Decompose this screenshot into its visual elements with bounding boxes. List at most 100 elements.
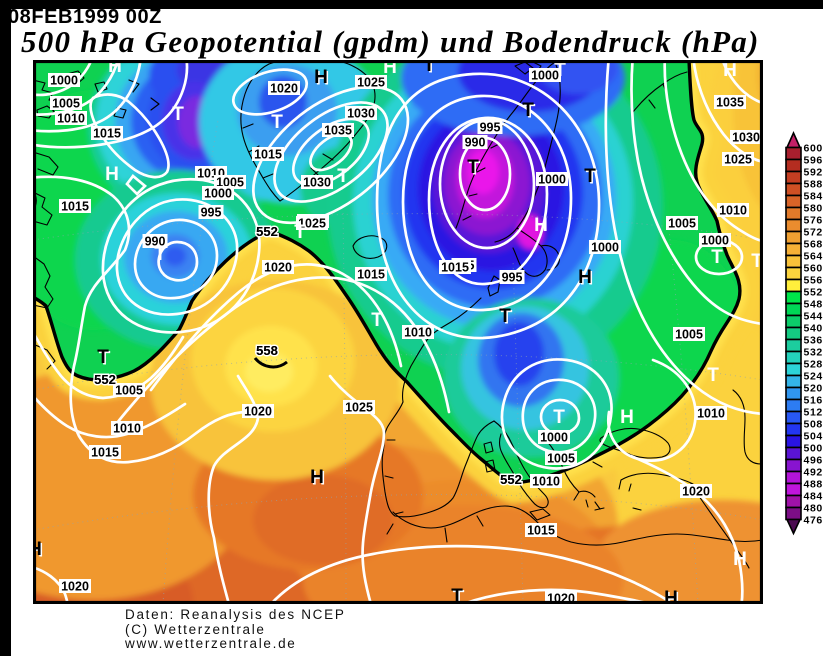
svg-text:1020: 1020 bbox=[61, 580, 89, 594]
svg-text:H: H bbox=[580, 269, 594, 290]
svg-text:1000: 1000 bbox=[591, 241, 619, 255]
svg-text:T: T bbox=[751, 251, 763, 272]
svg-text:T: T bbox=[467, 157, 479, 178]
svg-text:T: T bbox=[553, 407, 565, 428]
svg-text:H: H bbox=[666, 590, 680, 605]
svg-text:1010: 1010 bbox=[57, 112, 85, 126]
svg-text:1020: 1020 bbox=[244, 405, 272, 419]
svg-text:990: 990 bbox=[465, 136, 486, 150]
svg-text:480: 480 bbox=[804, 502, 823, 514]
svg-text:T: T bbox=[371, 310, 383, 331]
svg-text:H: H bbox=[105, 164, 119, 185]
svg-text:568: 568 bbox=[804, 238, 823, 250]
svg-text:T: T bbox=[172, 104, 184, 125]
svg-text:1035: 1035 bbox=[716, 96, 744, 110]
svg-text:524: 524 bbox=[804, 370, 823, 382]
svg-text:H: H bbox=[316, 69, 330, 90]
svg-text:520: 520 bbox=[804, 382, 823, 394]
svg-text:592: 592 bbox=[804, 166, 823, 178]
svg-text:H: H bbox=[620, 407, 634, 428]
svg-text:1000: 1000 bbox=[50, 74, 78, 88]
svg-text:H: H bbox=[664, 588, 678, 604]
svg-text:1010: 1010 bbox=[719, 204, 747, 218]
svg-text:H: H bbox=[33, 539, 42, 560]
svg-text:558: 558 bbox=[256, 343, 278, 358]
svg-text:558: 558 bbox=[256, 343, 278, 358]
svg-text:H: H bbox=[534, 215, 548, 236]
svg-text:T: T bbox=[451, 586, 463, 604]
svg-text:516: 516 bbox=[804, 394, 823, 406]
svg-text:1010: 1010 bbox=[532, 475, 560, 489]
svg-text:T: T bbox=[453, 588, 465, 605]
svg-text:H: H bbox=[314, 67, 328, 88]
svg-text:540: 540 bbox=[804, 322, 823, 334]
svg-text:1005: 1005 bbox=[675, 328, 703, 342]
svg-text:1030: 1030 bbox=[347, 107, 375, 121]
svg-text:476: 476 bbox=[804, 514, 823, 526]
svg-text:548: 548 bbox=[804, 298, 823, 310]
svg-text:1015: 1015 bbox=[254, 148, 282, 162]
svg-text:580: 580 bbox=[804, 202, 823, 214]
svg-text:T: T bbox=[586, 168, 598, 189]
svg-text:496: 496 bbox=[804, 454, 823, 466]
svg-text:T: T bbox=[707, 365, 719, 386]
svg-text:508: 508 bbox=[804, 418, 823, 430]
svg-text:532: 532 bbox=[804, 346, 823, 358]
svg-text:T: T bbox=[501, 308, 513, 329]
svg-text:1020: 1020 bbox=[270, 82, 298, 96]
svg-text:552: 552 bbox=[804, 286, 823, 298]
svg-text:H: H bbox=[723, 60, 737, 81]
svg-text:500: 500 bbox=[804, 442, 823, 454]
svg-text:H: H bbox=[733, 549, 747, 570]
svg-text:1015: 1015 bbox=[357, 268, 385, 282]
svg-text:1015: 1015 bbox=[91, 446, 119, 460]
svg-text:1025: 1025 bbox=[345, 401, 373, 415]
svg-text:T: T bbox=[425, 60, 437, 78]
svg-text:1000: 1000 bbox=[204, 187, 232, 201]
svg-text:T: T bbox=[522, 100, 534, 121]
svg-text:552: 552 bbox=[500, 472, 522, 487]
svg-text:1030: 1030 bbox=[303, 176, 331, 190]
svg-text:H: H bbox=[310, 467, 324, 488]
svg-text:H: H bbox=[383, 60, 397, 78]
svg-text:576: 576 bbox=[804, 214, 823, 226]
svg-text:1020: 1020 bbox=[547, 592, 575, 605]
svg-text:1015: 1015 bbox=[93, 127, 121, 141]
svg-text:1025: 1025 bbox=[357, 76, 385, 90]
svg-text:1030: 1030 bbox=[732, 131, 760, 145]
svg-text:1010: 1010 bbox=[697, 407, 725, 421]
svg-text:T: T bbox=[584, 166, 596, 187]
svg-text:H: H bbox=[312, 469, 326, 490]
svg-text:1015: 1015 bbox=[61, 200, 89, 214]
svg-text:T: T bbox=[154, 244, 166, 265]
svg-text:T: T bbox=[97, 347, 109, 368]
svg-text:584: 584 bbox=[804, 190, 823, 202]
svg-text:H: H bbox=[578, 267, 592, 288]
svg-text:1005: 1005 bbox=[115, 384, 143, 398]
svg-text:512: 512 bbox=[804, 406, 823, 418]
svg-text:528: 528 bbox=[804, 358, 823, 370]
svg-text:488: 488 bbox=[804, 478, 823, 490]
svg-text:T: T bbox=[524, 102, 536, 123]
svg-text:T: T bbox=[499, 306, 511, 327]
svg-text:1000: 1000 bbox=[538, 173, 566, 187]
svg-text:T: T bbox=[294, 222, 306, 243]
svg-text:1000: 1000 bbox=[531, 69, 559, 83]
svg-text:560: 560 bbox=[804, 262, 823, 274]
svg-text:995: 995 bbox=[480, 121, 501, 135]
svg-text:T: T bbox=[271, 112, 283, 133]
svg-text:T: T bbox=[337, 166, 349, 187]
svg-text:1020: 1020 bbox=[682, 485, 710, 499]
svg-text:T: T bbox=[711, 247, 723, 268]
svg-text:T: T bbox=[423, 60, 435, 76]
svg-text:552: 552 bbox=[256, 224, 278, 239]
svg-text:1005: 1005 bbox=[668, 217, 696, 231]
svg-text:995: 995 bbox=[201, 206, 222, 220]
svg-text:995: 995 bbox=[502, 271, 523, 285]
svg-text:1005: 1005 bbox=[52, 97, 80, 111]
svg-text:552: 552 bbox=[256, 224, 278, 239]
svg-text:H: H bbox=[108, 60, 122, 77]
svg-text:596: 596 bbox=[804, 154, 823, 166]
svg-text:1025: 1025 bbox=[724, 153, 752, 167]
svg-text:552: 552 bbox=[94, 372, 116, 387]
